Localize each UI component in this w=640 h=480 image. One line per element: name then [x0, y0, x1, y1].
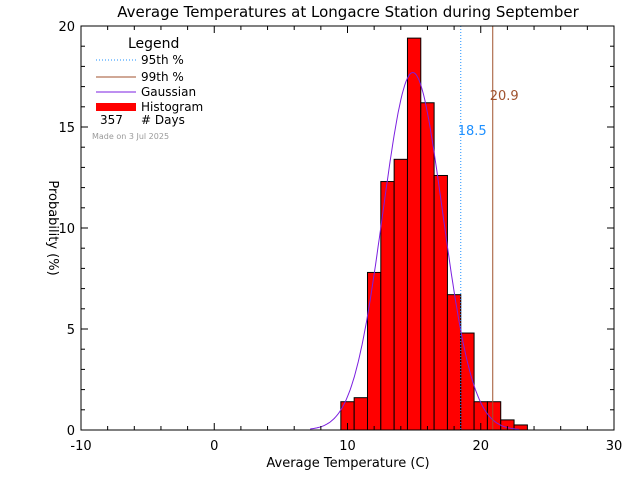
- legend: Legend 95th % 99th % Gaussian Histogram …: [92, 36, 203, 141]
- x-tick-label: 10: [339, 439, 356, 454]
- x-axis-label: Average Temperature (C): [266, 456, 429, 471]
- histogram-bar-8: [446, 294, 462, 431]
- gaussian-layer: [310, 71, 520, 430]
- legend-label-99th: 99th %: [141, 70, 184, 84]
- x-tick-label: 0: [210, 439, 218, 454]
- legend-label-95th: 95th %: [141, 53, 184, 67]
- histogram-bar-6: [420, 102, 435, 431]
- percentile-label-95th: 18.5: [458, 124, 487, 139]
- histogram-bar-2: [366, 271, 382, 431]
- histogram-layer: [340, 37, 528, 431]
- y-axis-label: Probability (%): [45, 180, 60, 275]
- y-tick-label: 5: [67, 323, 75, 338]
- legend-label-gaussian: Gaussian: [141, 85, 196, 99]
- histogram-bar-5: [406, 37, 422, 431]
- histogram-bar-9: [460, 332, 475, 431]
- made-on-note: Made on 3 Jul 2025: [92, 132, 169, 141]
- histogram-bar-3: [380, 181, 395, 431]
- x-tick-label: 20: [472, 439, 489, 454]
- x-tick-label: 30: [606, 439, 623, 454]
- y-tick-label: 0: [67, 424, 75, 439]
- gaussian-curve: [310, 71, 520, 430]
- legend-label-histogram: Histogram: [141, 100, 203, 114]
- y-tick-label: 20: [58, 20, 75, 35]
- histogram-bar-7: [433, 174, 448, 431]
- legend-day-count: 357: [100, 113, 123, 127]
- percentile-layer: 18.5 20.9: [458, 26, 519, 430]
- legend-title: Legend: [128, 36, 179, 52]
- y-tick-label: 15: [58, 121, 75, 136]
- legend-day-count-label: # Days: [141, 113, 185, 127]
- chart-title: Average Temperatures at Longacre Station…: [117, 3, 579, 21]
- histogram-bar-1: [353, 397, 368, 431]
- y-tick-label: 10: [58, 222, 75, 237]
- percentile-label-99th: 20.9: [490, 89, 519, 104]
- x-tick-label: -10: [70, 439, 91, 454]
- histogram-bar-4: [393, 158, 408, 431]
